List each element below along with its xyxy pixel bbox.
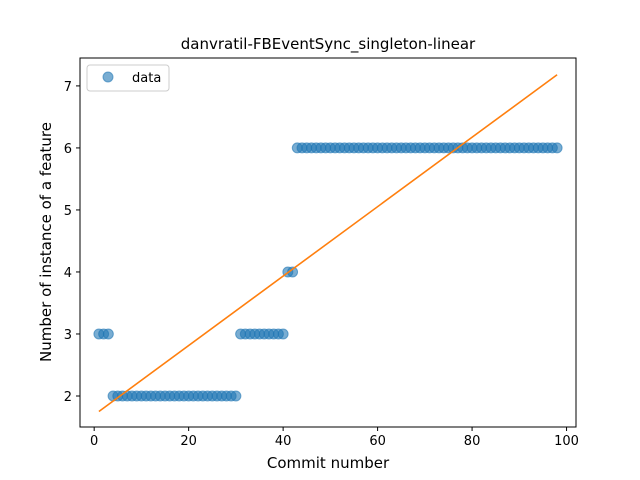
y-tick-label: 2	[64, 390, 72, 405]
x-tick-label: 20	[180, 434, 197, 449]
legend: data	[86, 64, 170, 92]
legend-box	[86, 64, 170, 92]
x-axis-title: Commit number	[267, 454, 390, 472]
chart-title: danvratil-FBEventSync_singleton-linear	[181, 35, 476, 54]
x-tick-label: 100	[554, 434, 579, 449]
axes-frame	[79, 57, 577, 428]
data-point	[551, 142, 563, 154]
y-axis-title: Number of instance of a feature	[37, 122, 55, 362]
legend-marker-data	[102, 71, 114, 83]
data-point	[230, 390, 242, 402]
y-tick-label: 7	[64, 80, 72, 95]
x-tick-label: 80	[464, 434, 481, 449]
x-tick-label: 0	[90, 434, 98, 449]
x-tick-label: 40	[275, 434, 292, 449]
data-point	[277, 328, 289, 340]
fit-line	[98, 74, 558, 413]
axis-ticks: 0 20 40 60 80 100 2 3 4 5 6 7	[64, 80, 579, 449]
y-tick-label: 3	[64, 328, 72, 343]
legend-label-data: data	[132, 71, 161, 86]
plot-area	[93, 74, 563, 413]
data-point	[102, 328, 114, 340]
y-tick-label: 6	[64, 142, 72, 157]
x-tick-label: 60	[369, 434, 386, 449]
y-tick-label: 5	[64, 204, 72, 219]
y-tick-label: 4	[64, 266, 72, 281]
